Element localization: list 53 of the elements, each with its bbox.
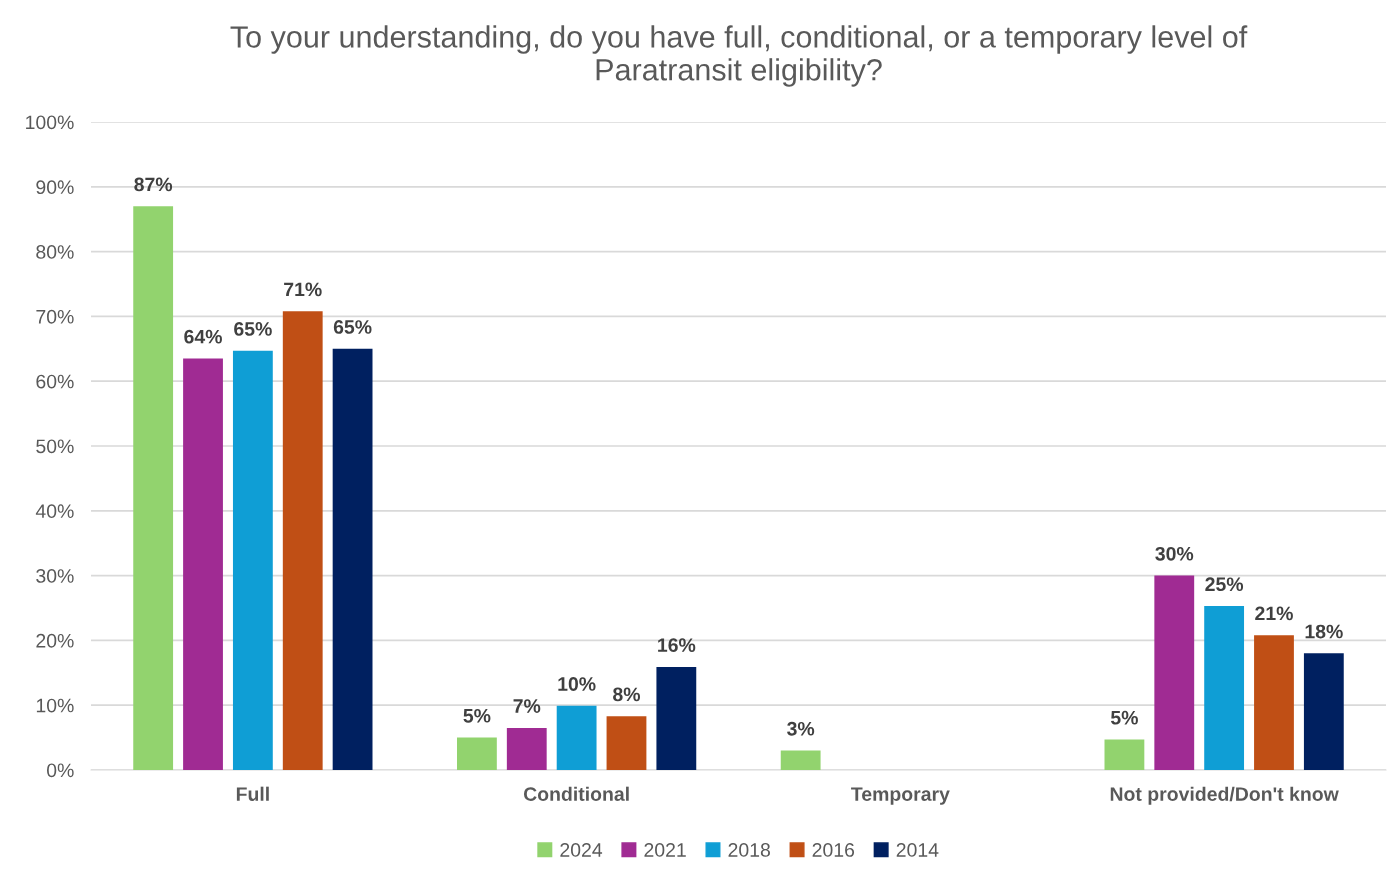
bar bbox=[232, 350, 273, 770]
bar bbox=[606, 716, 647, 770]
data-label: 5% bbox=[463, 708, 491, 723]
bar bbox=[1104, 739, 1145, 770]
data-label: 8% bbox=[613, 687, 641, 702]
y-tick-label: 0% bbox=[46, 763, 74, 778]
bar bbox=[556, 705, 597, 770]
y-tick-label: 80% bbox=[36, 245, 74, 259]
y-tick-label: 40% bbox=[35, 504, 74, 519]
legend-label: 2016 bbox=[812, 843, 855, 857]
legend-label: 2014 bbox=[896, 843, 939, 857]
bar bbox=[1254, 635, 1294, 770]
bar bbox=[780, 750, 821, 770]
data-label: 71% bbox=[284, 282, 322, 297]
y-tick-label: 70% bbox=[36, 309, 74, 324]
x-tick-label: Full bbox=[236, 786, 269, 801]
legend-label: 2021 bbox=[644, 843, 686, 857]
legend-label: 2018 bbox=[728, 843, 770, 857]
data-label: 16% bbox=[658, 638, 696, 653]
data-label: 25% bbox=[1205, 577, 1244, 592]
bar bbox=[656, 666, 697, 770]
data-label: 5% bbox=[1110, 710, 1138, 725]
data-label: 30% bbox=[1155, 546, 1194, 561]
y-tick-label: 50% bbox=[36, 439, 74, 454]
bar bbox=[1204, 606, 1245, 770]
bar bbox=[332, 348, 373, 770]
bar bbox=[1154, 575, 1195, 770]
bar bbox=[133, 206, 174, 770]
data-label: 87% bbox=[134, 177, 173, 192]
y-tick-label: 100% bbox=[26, 115, 74, 130]
x-tick-label: Temporary bbox=[851, 787, 950, 805]
data-label: 18% bbox=[1305, 624, 1343, 639]
y-tick-label: 30% bbox=[36, 569, 74, 583]
x-tick-label: Not provided/Don't know bbox=[1110, 786, 1339, 805]
bar bbox=[282, 311, 323, 770]
bar bbox=[457, 737, 497, 770]
data-label: 3% bbox=[787, 721, 815, 736]
y-tick-label: 20% bbox=[36, 633, 74, 648]
bar bbox=[506, 727, 547, 770]
data-label: 64% bbox=[184, 329, 222, 344]
legend-label: 2024 bbox=[560, 843, 603, 857]
bar bbox=[183, 358, 223, 770]
y-tick-label: 90% bbox=[36, 180, 74, 195]
data-label: 21% bbox=[1255, 606, 1293, 621]
chart-title: To your understanding, do you have full, conditional, or a temporary level of Paratransit eligibility? bbox=[230, 25, 1248, 87]
y-tick-label: 10% bbox=[36, 698, 74, 713]
y-tick-label: 60% bbox=[36, 374, 74, 389]
x-tick-label: Conditional bbox=[523, 786, 629, 801]
data-label: 10% bbox=[558, 677, 596, 691]
data-label: 7% bbox=[513, 699, 541, 713]
bar bbox=[1303, 653, 1344, 770]
data-label: 65% bbox=[234, 322, 272, 336]
data-label: 65% bbox=[333, 320, 372, 334]
